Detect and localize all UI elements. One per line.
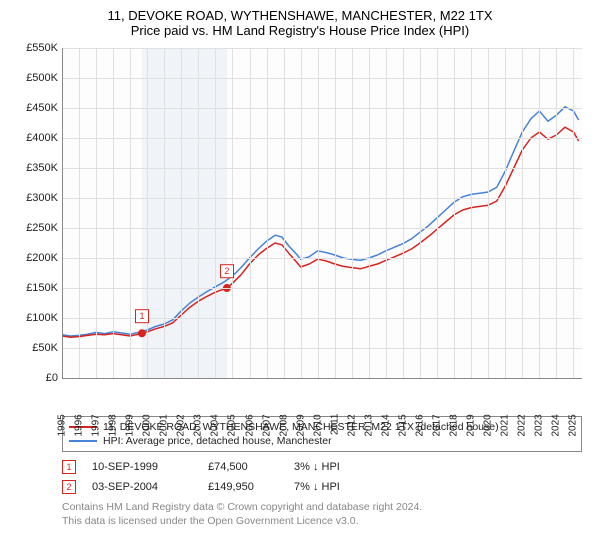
x-axis-label: 2000	[142, 414, 153, 436]
sale-diff: 3% ↓ HPI	[294, 461, 364, 473]
footer: Contains HM Land Registry data © Crown c…	[62, 500, 588, 528]
y-axis-label: £50K	[16, 342, 58, 354]
x-axis-label: 2024	[551, 414, 562, 436]
x-axis-label: 1995	[57, 414, 68, 436]
x-axis-label: 2018	[449, 414, 460, 436]
legend-swatch	[69, 440, 97, 442]
y-axis-label: £300K	[16, 192, 58, 204]
chart-area: 12 £0£50K£100K£150K£200K£250K£300K£350K£…	[12, 44, 588, 414]
y-axis-label: £100K	[16, 312, 58, 324]
sale-marker: 2	[62, 480, 76, 494]
x-axis-label: 2003	[193, 414, 204, 436]
sale-price: £74,500	[208, 461, 278, 473]
y-axis-label: £150K	[16, 282, 58, 294]
footer-line: This data is licensed under the Open Gov…	[62, 514, 588, 528]
sale-price: £149,950	[208, 481, 278, 493]
x-axis-label: 2021	[500, 414, 511, 436]
x-axis-label: 2016	[415, 414, 426, 436]
x-axis-label: 2015	[397, 414, 408, 436]
y-axis-label: £200K	[16, 252, 58, 264]
legend-label: HPI: Average price, detached house, Manc…	[103, 435, 332, 447]
x-axis-label: 2013	[363, 414, 374, 436]
y-axis-label: £350K	[16, 162, 58, 174]
x-axis-label: 2012	[346, 414, 357, 436]
x-axis-label: 2002	[176, 414, 187, 436]
x-axis-label: 2022	[517, 414, 528, 436]
x-axis-label: 2001	[159, 414, 170, 436]
sale-callout: 2	[220, 264, 234, 278]
x-axis-label: 1996	[74, 414, 85, 436]
sale-marker: 1	[62, 460, 76, 474]
sale-date: 10-SEP-1999	[92, 461, 192, 473]
x-axis-label: 2008	[278, 414, 289, 436]
y-axis-label: £500K	[16, 72, 58, 84]
x-axis-label: 2005	[227, 414, 238, 436]
line-series-svg	[62, 48, 582, 378]
sales-block: 1 10-SEP-1999 £74,500 3% ↓ HPI 2 03-SEP-…	[62, 460, 588, 494]
chart-title-line2: Price paid vs. HM Land Registry's House …	[12, 23, 588, 38]
series-line	[62, 107, 579, 336]
chart-title-line1: 11, DEVOKE ROAD, WYTHENSHAWE, MANCHESTER…	[12, 8, 588, 23]
sale-row: 1 10-SEP-1999 £74,500 3% ↓ HPI	[62, 460, 588, 474]
sale-callout: 1	[135, 309, 149, 323]
x-axis-label: 2009	[295, 414, 306, 436]
plot-area: 12	[62, 48, 582, 378]
x-axis-label: 2019	[466, 414, 477, 436]
x-axis-label: 2007	[261, 414, 272, 436]
x-axis-label: 2014	[380, 414, 391, 436]
x-axis-label: 2017	[432, 414, 443, 436]
x-axis-label: 1999	[125, 414, 136, 436]
x-axis-label: 2020	[483, 414, 494, 436]
series-line	[62, 127, 579, 337]
x-axis-label: 2010	[312, 414, 323, 436]
sale-diff: 7% ↓ HPI	[294, 481, 364, 493]
x-axis-label: 2004	[210, 414, 221, 436]
y-axis-label: £450K	[16, 102, 58, 114]
sale-row: 2 03-SEP-2004 £149,950 7% ↓ HPI	[62, 480, 588, 494]
chart-container: 11, DEVOKE ROAD, WYTHENSHAWE, MANCHESTER…	[0, 0, 600, 560]
sale-date: 03-SEP-2004	[92, 481, 192, 493]
footer-line: Contains HM Land Registry data © Crown c…	[62, 500, 588, 514]
x-axis-label: 2023	[534, 414, 545, 436]
y-axis-label: £550K	[16, 42, 58, 54]
sale-dot	[138, 329, 146, 337]
x-axis-label: 1998	[108, 414, 119, 436]
x-axis-label: 2025	[568, 414, 579, 436]
y-axis-label: £250K	[16, 222, 58, 234]
y-axis-label: £0	[16, 372, 58, 384]
x-axis-label: 2011	[329, 414, 340, 436]
x-axis-label: 1997	[91, 414, 102, 436]
x-axis-label: 2006	[244, 414, 255, 436]
y-axis-label: £400K	[16, 132, 58, 144]
